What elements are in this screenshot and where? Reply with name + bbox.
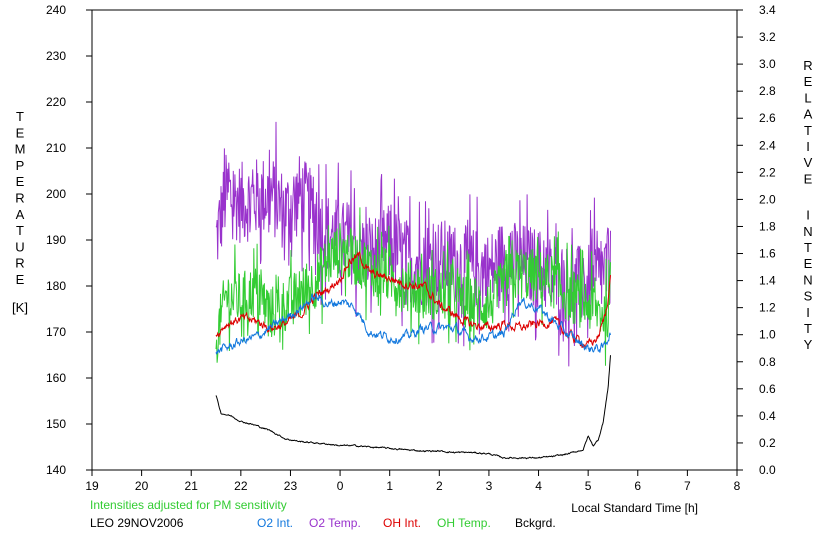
y-right-tick-label: 3.4 [759,3,776,17]
y-right-tick-label: 1.8 [759,219,776,233]
y-left-label-letter: U [15,239,24,254]
y-left-tick-label: 150 [46,417,66,431]
y-right-tick-label: 2.6 [759,111,776,125]
y-left-tick-label: 240 [46,3,66,17]
y-right-label-letter: I [806,139,810,154]
x-tick-label: 0 [337,479,344,493]
x-tick-label: 7 [684,479,691,493]
y-right-tick-label: 2.8 [759,84,776,98]
x-tick-label: 22 [234,479,248,493]
y-left-tick-label: 210 [46,141,66,155]
y-right-tick-label: 0.2 [759,436,776,450]
legend-entry: O2 Int. [257,516,293,530]
series-line-bckgrd [215,355,611,460]
y-left-tick-label: 180 [46,279,66,293]
y-right-label-letter: A [804,107,813,122]
x-tick-label: 20 [135,479,149,493]
x-axis-title: Local Standard Time [h] [571,501,698,515]
y-left-tick-label: 230 [46,49,66,63]
x-tick-label: 23 [284,479,298,493]
legend-entry: OH Temp. [437,516,491,530]
y-right-label-letter: E [804,171,813,186]
series-layer [215,121,611,460]
y-left-tick-label: 220 [46,95,66,109]
y-left-label-letter: A [16,207,25,222]
y-right-tick-label: 3.2 [759,30,776,44]
x-tick-label: 21 [185,479,199,493]
y-right-tick-label: 0.6 [759,382,776,396]
x-tick-label: 6 [634,479,641,493]
y-left-tick-label: 200 [46,187,66,201]
y-right-label-letter: N [803,272,812,287]
y-left-label-letter: M [15,142,26,157]
y-left-label-letter: E [16,125,25,140]
y-right-label-letter: E [804,256,813,271]
y-right-tick-label: 1.0 [759,328,776,342]
y-right-tick-label: 2.0 [759,192,776,206]
legend-entry: Bckgrd. [515,516,556,530]
y-left-tick-label: 160 [46,371,66,385]
x-tick-label: 2 [436,479,443,493]
y-right-label-letter: T [804,321,812,336]
sensitivity-note: Intensities adjusted for PM sensitivity [90,498,287,512]
y-right-tick-label: 3.0 [759,57,776,71]
y-right-label-letter: N [803,224,812,239]
y-right-tick-label: 2.2 [759,165,776,179]
series-line-o2-int [215,292,611,355]
y-left-label-letter: E [16,174,25,189]
y-right-label-letter: T [804,123,812,138]
y-right-label-letter: L [804,90,811,105]
y-right-label-letter: E [804,74,813,89]
plot-frame [91,9,738,471]
y-left-label-letter: R [15,191,24,206]
ticks-layer: 19 20 21 22 23 0 1 2 3 4 5 6 7 8140150160170180190200… [46,3,776,493]
y-right-label-letter: R [803,58,812,73]
y-left-unit-label: [K] [12,300,28,315]
legend-entry: O2 Temp. [309,516,361,530]
y-left-tick-label: 190 [46,233,66,247]
y-right-label-letter: Y [804,337,813,352]
legend-entry: OH Int. [383,516,421,530]
y-right-tick-label: 1.2 [759,301,776,315]
y-left-tick-label: 170 [46,325,66,339]
y-right-label-letter: I [806,305,810,320]
y-right-tick-label: 0.8 [759,355,776,369]
y-right-label-letter: T [804,240,812,255]
y-right-tick-label: 1.6 [759,247,776,261]
y-right-tick-label: 1.4 [759,274,776,288]
y-left-tick-label: 140 [46,463,66,477]
y-right-label-letter: I [806,208,810,223]
y-right-label-letter: S [804,289,813,304]
y-left-label-letter: R [15,256,24,271]
series-line-oh-int [215,251,611,350]
y-left-label-letter: P [16,158,25,173]
legend: O2 Int. O2 Temp. OH Int. OH Temp. Bckgrd. [257,516,556,530]
station-date-label: LEO 29NOV2006 [90,516,184,530]
x-tick-label: 4 [535,479,542,493]
x-tick-label: 19 [85,479,99,493]
y-left-label-letter: E [16,272,25,287]
y-right-tick-label: 0.4 [759,409,776,423]
y-right-tick-label: 2.4 [759,138,776,152]
x-tick-label: 8 [734,479,741,493]
x-tick-label: 3 [486,479,493,493]
y-left-label-letter: T [16,223,24,238]
series-line-oh-temp [215,207,611,366]
x-tick-label: 1 [386,479,393,493]
y-left-label-letter: T [16,109,24,124]
x-tick-label: 5 [585,479,592,493]
y-right-label-letter: V [804,155,813,170]
y-right-tick-label: 0.0 [759,463,776,477]
